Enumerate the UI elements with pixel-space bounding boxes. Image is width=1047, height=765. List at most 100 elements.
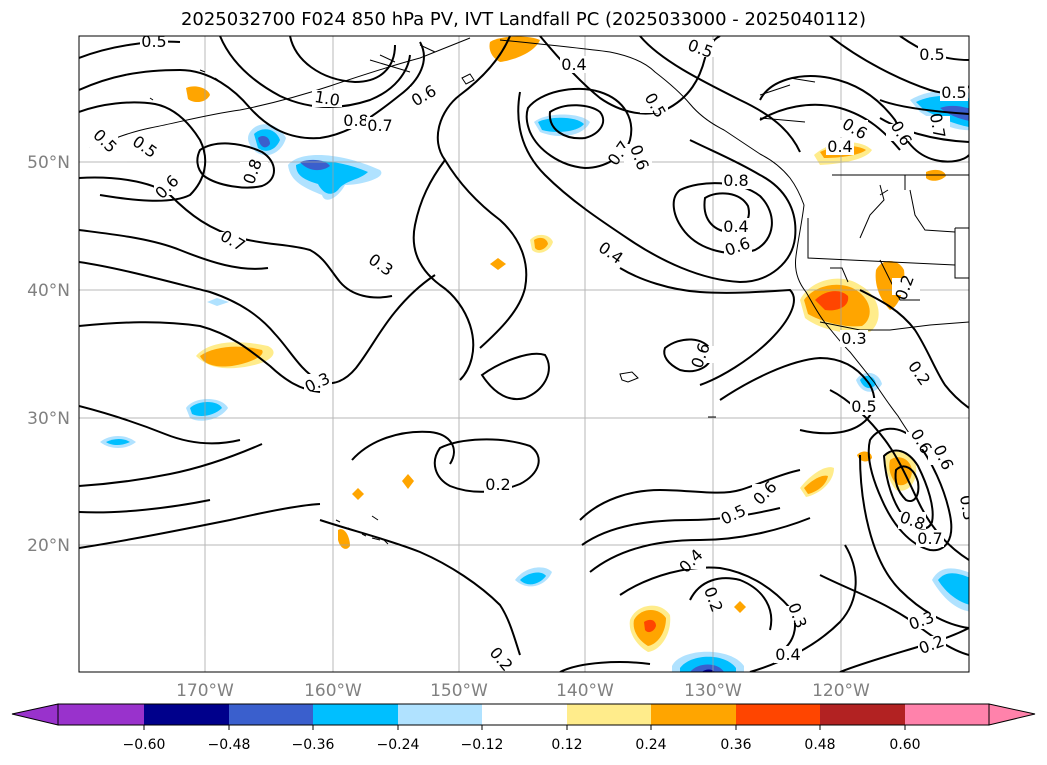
- colorbar-tick: 0.48: [804, 737, 835, 753]
- colorbar-tick: 0.36: [720, 737, 751, 753]
- lat-label: 50°N: [27, 153, 70, 173]
- colorbar-swatch: [398, 704, 482, 725]
- anomaly-pos: [875, 261, 905, 310]
- contour-label: 1.0: [313, 87, 341, 110]
- contour-label: 0.3: [784, 600, 811, 630]
- lat-label: 30°N: [27, 409, 70, 429]
- contour-label: 0.5: [641, 89, 670, 121]
- contour-label: 0.8: [723, 171, 748, 190]
- contour-label: 0.6: [687, 340, 714, 370]
- contour-label: 0.4: [723, 217, 748, 236]
- colorbar-tick: 0.12: [551, 737, 582, 753]
- anomaly-neg: [520, 572, 546, 585]
- anomaly-pos: [490, 258, 506, 270]
- anomaly-pos: [186, 86, 210, 103]
- contour-label: 0.5: [919, 45, 944, 64]
- contour-label: 0.3: [841, 329, 866, 348]
- contour-label: 0.3: [365, 250, 397, 280]
- anomaly-pos: [402, 474, 414, 489]
- colorbar-tick: −0.12: [461, 737, 504, 753]
- lat-label: 20°N: [27, 536, 70, 556]
- contour-label: 0.5: [89, 125, 120, 156]
- anomaly-neg: [538, 117, 584, 132]
- lon-label: 130°W: [684, 681, 742, 701]
- contour-label: 0.4: [675, 545, 706, 576]
- contour-label: 0.4: [561, 55, 586, 74]
- contour-label: 0.3: [956, 494, 979, 522]
- contour-label: 0.5: [685, 35, 715, 62]
- islands: [371, 73, 716, 545]
- anomaly-pos: [804, 475, 828, 494]
- graticule: [79, 36, 969, 672]
- anomaly-neg: [190, 402, 222, 416]
- lon-label: 160°W: [304, 681, 362, 701]
- anomaly-neg: [701, 669, 715, 672]
- anomaly-neg: [680, 656, 736, 672]
- plot-frame: [78, 35, 970, 673]
- contour-label: 0.6: [626, 142, 653, 172]
- anomaly-neg: [207, 298, 229, 306]
- colorbar-swatch: [567, 704, 651, 725]
- pv-contours: [79, 36, 969, 672]
- colorbar-tick: −0.48: [208, 737, 251, 753]
- contour-label: 0.8: [239, 156, 266, 186]
- contour-label: 0.2: [486, 643, 517, 675]
- contour-label: 0.3: [302, 369, 333, 397]
- contour-label: 0.6: [722, 233, 752, 260]
- colorbar-swatch: [651, 704, 736, 725]
- contour-label: 0.4: [595, 238, 627, 268]
- contour-label: 0.5: [718, 501, 749, 529]
- colorbar-swatch: [229, 704, 313, 725]
- colorbar-swatch: [482, 704, 567, 725]
- colorbar-tick: −0.36: [292, 737, 335, 753]
- lon-label: 150°W: [430, 681, 488, 701]
- colorbar-tick: −0.60: [123, 737, 166, 753]
- colorbar-swatch: [144, 704, 229, 725]
- contour-label: 0.7: [926, 112, 949, 140]
- lon-label: 170°W: [176, 681, 234, 701]
- anomaly-pos: [352, 488, 364, 500]
- colorbar-swatch: [58, 704, 144, 725]
- longitude-labels: 170°W 160°W 150°W 140°W 130°W 120°W: [176, 681, 870, 701]
- colorbar-tick: −0.24: [377, 737, 420, 753]
- contour-label: 0.8: [343, 111, 368, 130]
- colorbar-swatch: [820, 704, 905, 725]
- contour-label: 0.4: [775, 645, 800, 664]
- contour-label: 0.2: [904, 357, 934, 389]
- colorbar-extend-left: [11, 703, 59, 726]
- colorbar-extend-right: [988, 703, 1036, 726]
- contour-label: 0.2: [485, 475, 510, 494]
- colorbar-tick: 0.60: [889, 737, 920, 753]
- colorbar-swatch: [905, 704, 989, 725]
- contour-label: 0.5: [851, 397, 876, 416]
- anomaly-neg: [106, 439, 130, 445]
- anomaly-pos: [734, 601, 746, 613]
- contour-label: 0.2: [916, 631, 946, 658]
- contour-label: 0.5: [141, 32, 166, 51]
- chart-title: 2025032700 F024 850 hPa PV, IVT Landfall…: [180, 9, 867, 30]
- contour-label: 0.7: [217, 226, 249, 255]
- anomaly-pos: [534, 237, 548, 251]
- contour-label: 0.6: [887, 117, 916, 149]
- anomaly-pos: [644, 619, 656, 633]
- anomaly-pos: [200, 346, 263, 367]
- anomaly-neg: [938, 573, 969, 605]
- contour-label: 0.3: [906, 607, 936, 634]
- contour-label: 0.7: [917, 529, 942, 548]
- contour-label: 0.6: [408, 81, 440, 110]
- lon-label: 140°W: [556, 681, 614, 701]
- contour-label: 0.7: [367, 116, 392, 135]
- colorbar-tick: 0.24: [635, 737, 666, 753]
- anomaly-neg: [690, 664, 724, 672]
- contour-label: 0.5: [941, 83, 966, 102]
- colorbar-swatch: [313, 704, 398, 725]
- contour-label: 0.2: [700, 584, 727, 614]
- anomaly-pos: [338, 529, 350, 549]
- contour-label: 0.5: [129, 132, 161, 162]
- anomaly-neg: [258, 136, 270, 148]
- shaded-anomalies: [100, 36, 969, 672]
- contour-label: 0.4: [827, 137, 852, 156]
- contour-label: 0.6: [749, 477, 780, 508]
- colorbar-swatch: [736, 704, 820, 725]
